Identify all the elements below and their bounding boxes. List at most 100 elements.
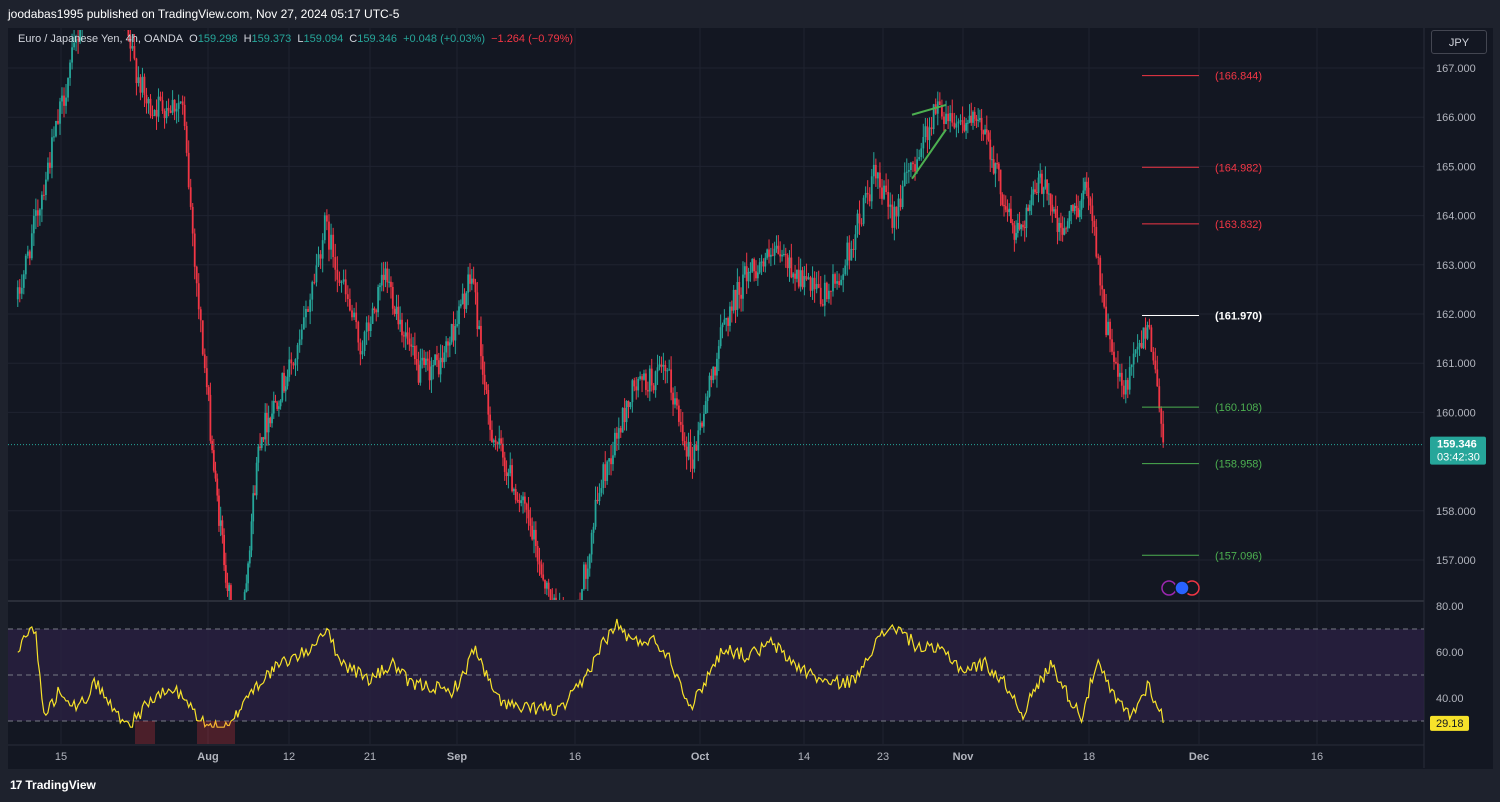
- candle-body: [590, 532, 593, 555]
- candle-body: [494, 440, 497, 443]
- candle-body: [260, 437, 263, 448]
- candle-body: [747, 271, 750, 282]
- candle-body: [973, 111, 976, 119]
- candle-body: [729, 306, 731, 326]
- candle-body: [1085, 181, 1088, 188]
- candle-body: [777, 245, 780, 255]
- candle-body: [742, 274, 744, 299]
- candle-body: [309, 299, 312, 312]
- candle-body: [1058, 222, 1061, 232]
- candle-body: [340, 281, 343, 283]
- candle-body: [277, 406, 280, 409]
- candle-body: [218, 495, 220, 526]
- candle-body: [656, 367, 659, 372]
- candle-body: [786, 255, 789, 269]
- candle-body: [551, 602, 553, 616]
- candle-body: [522, 496, 524, 501]
- candle-body: [87, 0, 89, 8]
- candle-body: [745, 266, 748, 282]
- candle-body: [544, 579, 546, 589]
- candle-body: [230, 585, 232, 600]
- candle-body: [631, 380, 634, 403]
- candle-body: [1027, 207, 1030, 211]
- candle-body: [61, 95, 63, 102]
- candle-body: [555, 597, 557, 600]
- candle-body: [1140, 342, 1143, 349]
- event-flag-icon[interactable]: [1174, 580, 1190, 596]
- candle-body: [323, 215, 326, 241]
- candle-body: [173, 99, 176, 112]
- candle-body: [1122, 385, 1125, 395]
- candle-body: [353, 312, 355, 318]
- candle-body: [953, 122, 956, 128]
- wedge-lower-line[interactable]: [911, 128, 947, 180]
- candle-body: [1115, 361, 1117, 364]
- candle-body: [723, 319, 726, 325]
- candle-body: [949, 113, 952, 122]
- candle-body: [721, 324, 724, 328]
- candle-body: [59, 101, 61, 124]
- candle-body: [975, 118, 978, 121]
- candle-body: [1073, 205, 1076, 212]
- candle-body: [760, 261, 763, 263]
- candle-body: [695, 445, 698, 451]
- candle-body: [425, 358, 427, 365]
- candle-body: [1077, 207, 1080, 217]
- candle-body: [332, 234, 335, 258]
- candle-body: [566, 613, 568, 617]
- candle-body: [991, 159, 993, 161]
- currency-button[interactable]: JPY: [1431, 30, 1487, 54]
- time-tick-label: 23: [877, 751, 889, 763]
- candle-body: [677, 405, 680, 422]
- candle-body: [342, 279, 345, 282]
- candle-body: [209, 394, 212, 441]
- tradingview-logo[interactable]: 17 TradingView: [10, 778, 96, 792]
- candle-body: [1124, 380, 1127, 395]
- candle-body: [662, 364, 665, 367]
- candle-body: [1154, 360, 1157, 370]
- candle-body: [274, 401, 277, 403]
- candle-body: [421, 357, 424, 361]
- candle-body: [169, 110, 172, 113]
- candle-body: [987, 132, 990, 140]
- candle-body: [1003, 204, 1005, 207]
- candle-body: [1063, 228, 1066, 235]
- candle-body: [1111, 339, 1113, 352]
- candle-body: [645, 373, 647, 390]
- candle-body: [999, 169, 1002, 195]
- candle-body: [788, 257, 791, 269]
- candle-body: [980, 118, 983, 131]
- candle-body: [1068, 211, 1071, 222]
- candle-body: [559, 605, 561, 619]
- candle-body: [147, 98, 150, 104]
- candle-body: [627, 400, 630, 408]
- candle-body: [500, 438, 502, 444]
- candle-body: [197, 283, 200, 310]
- candle-body: [1037, 177, 1040, 193]
- rsi-tick-label: 80.00: [1436, 601, 1464, 613]
- candle-body: [77, 39, 79, 41]
- candle-body: [823, 282, 826, 306]
- candle-body: [242, 613, 244, 630]
- candle-body: [641, 376, 643, 380]
- candle-body: [257, 446, 260, 463]
- candle-body: [221, 520, 224, 535]
- candle-body: [300, 329, 303, 340]
- candle-body: [498, 438, 501, 445]
- candle-body: [994, 163, 997, 174]
- candle-body: [254, 493, 256, 496]
- event-icon-left[interactable]: [1161, 580, 1177, 596]
- wedge-upper-line[interactable]: [911, 103, 947, 116]
- open-label: O: [189, 33, 198, 45]
- candle-body: [872, 164, 875, 177]
- candle-body: [775, 245, 778, 249]
- candle-body: [1010, 208, 1012, 224]
- candle-body: [351, 310, 353, 318]
- level-label: (166.844): [1215, 71, 1262, 83]
- candle-body: [1054, 209, 1057, 218]
- candle-body: [553, 597, 556, 600]
- candle-body: [434, 354, 437, 365]
- candle-body: [419, 360, 422, 383]
- rsi-value-badge: [1430, 715, 1469, 731]
